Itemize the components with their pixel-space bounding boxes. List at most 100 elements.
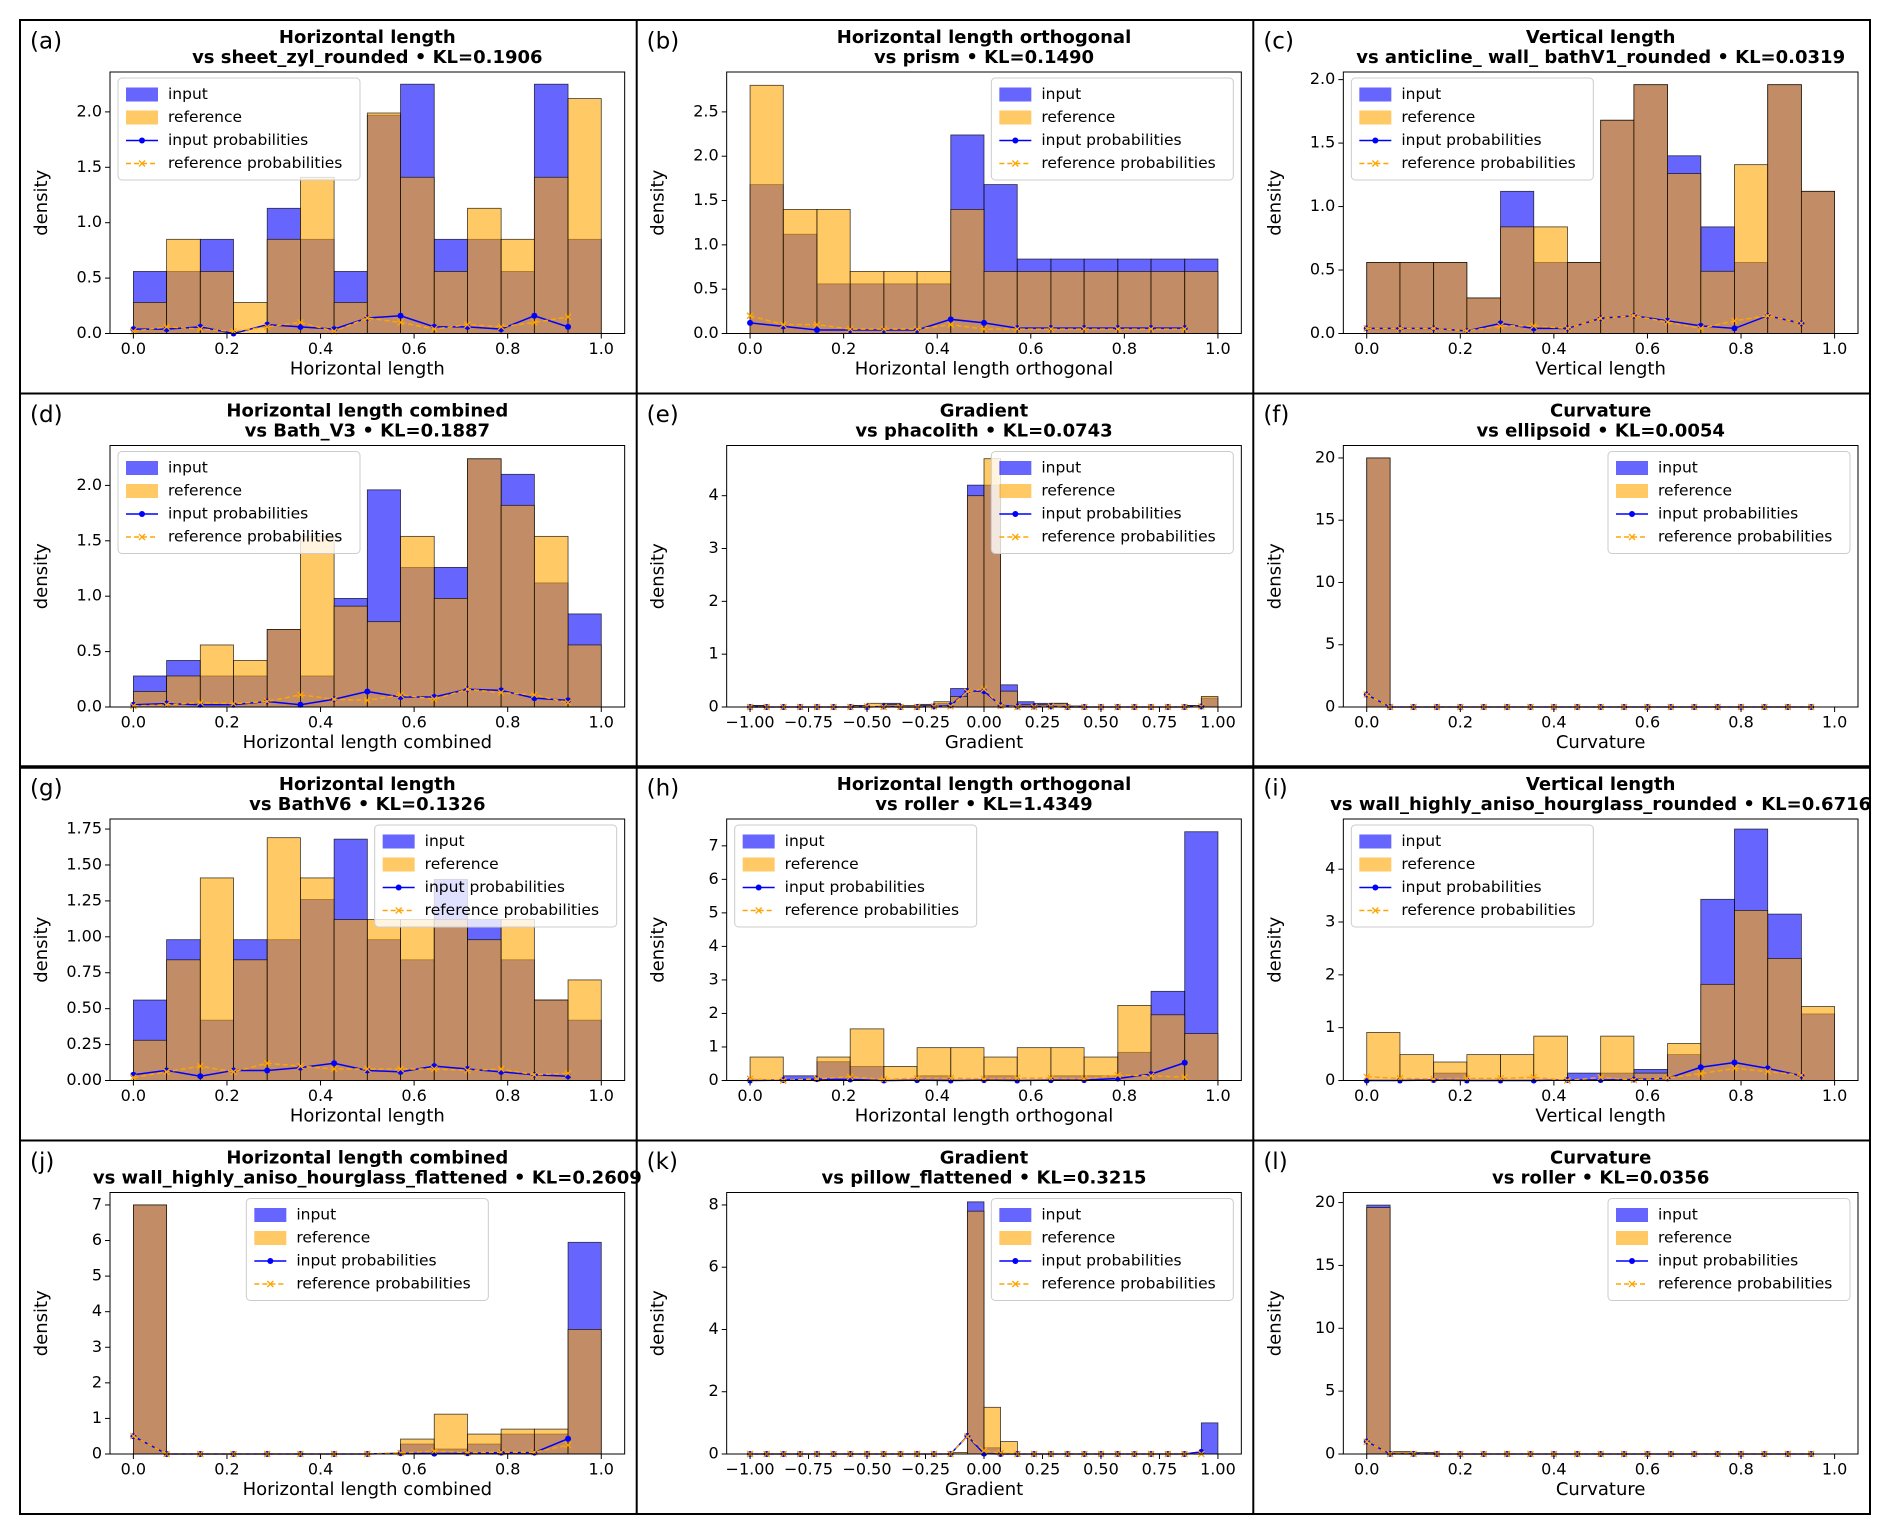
histogram-bar [1500,226,1535,334]
histogram-bar [950,208,985,334]
y-tick-label: 1.25 [66,890,102,909]
legend-marker [138,160,146,167]
probability-marker [397,318,405,326]
x-axis-label: Horizontal length [290,1106,445,1127]
probability-marker [531,312,538,319]
histogram-bar [233,959,268,1081]
y-tick-label: 0.5 [1310,260,1335,279]
probability-marker [1114,325,1122,333]
histogram-bar [1050,271,1085,334]
probability-marker [1697,1064,1704,1071]
y-tick-label: 1 [92,1408,102,1427]
chart-subtitle: vs roller • KL=1.4349 [875,794,1092,815]
probability-marker [747,319,754,326]
probability-marker [564,1069,572,1077]
probability-marker [1563,324,1571,332]
chart-subtitle: vs Bath_V3 • KL=0.1887 [245,421,490,442]
probability-marker [981,319,987,326]
probability-line [750,1074,1185,1082]
legend-marker [1628,533,1636,541]
probability-line [749,318,1185,331]
histogram-bar [199,271,234,334]
y-tick-label: 1.0 [693,234,718,253]
legend-box [990,451,1234,554]
probability-marker [1530,322,1538,330]
legend-label: reference [425,855,499,873]
legend-swatch [742,857,775,872]
legend: input reference input probabilities referen… [1607,451,1851,554]
y-tick-label: 4 [1325,859,1335,878]
legend-box [734,824,978,928]
y-tick-label: 1.0 [77,586,102,605]
probability-marker [163,700,170,707]
histogram-bar [433,598,468,708]
legend-box [990,77,1234,181]
legend-swatch [742,834,775,849]
probability-marker [163,323,171,331]
x-tick-label: 0.25 [1025,1460,1061,1479]
legend-label: reference [296,1229,370,1247]
histogram-bar [467,939,502,1081]
y-tick-label: 7 [708,835,718,854]
y-tick-label: 1.5 [693,190,718,209]
probability-line [133,316,569,333]
legend-label: input probabilities [1658,1252,1798,1270]
histogram-bar [400,176,435,334]
probability-marker [430,325,438,333]
x-tick-label: 1.0 [589,1460,614,1479]
legend-label: input [425,832,465,850]
legend-label: reference probabilities [1658,1275,1832,1293]
x-tick-label: 0.2 [1448,713,1473,732]
x-tick-label: 1.0 [1205,1086,1230,1105]
y-tick-label: 0 [1325,1070,1335,1089]
legend-marker [755,907,763,914]
probability-line [1366,314,1802,332]
histogram-bar [400,535,435,708]
legend-box [1350,77,1594,181]
x-tick-label: 0.4 [1541,339,1566,358]
probability-marker [930,703,938,710]
histogram-bar [916,271,952,334]
probability-marker [1181,325,1189,333]
probability-line [133,1062,569,1079]
x-tick-label: 0.0 [121,1460,146,1479]
histogram-bar [1366,1032,1401,1081]
histogram-bar [1366,457,1391,708]
histogram-bar [333,919,368,1081]
probability-marker [397,1065,405,1073]
x-tick-label: 0.6 [1018,1086,1043,1105]
legend-label: input probabilities [785,878,925,896]
probability-marker [430,695,438,703]
y-axis-label: density [648,543,669,609]
x-tick-label: −1.00 [726,713,775,732]
probability-marker [363,314,371,322]
histogram-bar [1016,271,1052,334]
histogram-bar [849,271,885,334]
plot-frame [1342,71,1859,334]
histogram-bar [533,999,569,1081]
legend-marker [1012,1258,1019,1264]
y-tick-label: 15 [1315,510,1335,529]
x-axis-label: Gradient [945,732,1023,753]
probability-marker [330,1065,338,1073]
probability-line [1366,1067,1802,1082]
probability-marker [1181,1073,1189,1081]
legend-label: input probabilities [1658,505,1798,523]
x-tick-label: 0.0 [737,1086,762,1105]
histogram-bar [467,1433,502,1455]
histogram-bar [166,959,201,1081]
probability-marker [880,1076,888,1083]
chart-title: Gradient [940,401,1029,422]
histogram-bar [266,837,301,1081]
chart-subtitle: vs ellipsoid • KL=0.0054 [1476,421,1724,442]
x-tick-label: 0.0 [1354,1086,1379,1105]
probability-marker [1047,703,1055,710]
legend-label: reference [168,108,242,126]
legend-box [1350,824,1594,928]
y-tick-label: 1.5 [77,530,102,549]
probability-marker [1363,1438,1371,1446]
histogram-bar [1433,262,1468,334]
y-tick-label: 1 [708,644,718,663]
x-tick-label: 0.4 [1541,713,1566,732]
